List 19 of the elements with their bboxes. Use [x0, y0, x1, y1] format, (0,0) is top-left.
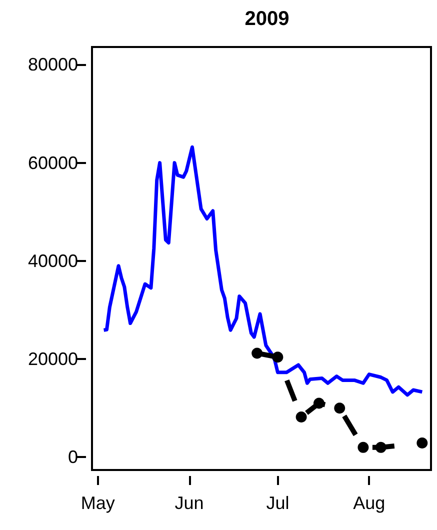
point — [416, 438, 428, 449]
y-tick-label: 0 — [68, 447, 78, 468]
point — [252, 348, 263, 359]
y-tick-label: 80000 — [28, 54, 78, 75]
point — [375, 442, 386, 453]
y-tick-label: 20000 — [28, 349, 78, 370]
x-tick-label: May — [80, 493, 115, 513]
point — [296, 412, 307, 422]
line-series — [102, 145, 424, 397]
point — [313, 398, 324, 409]
x-tick-label: Jun — [174, 493, 204, 513]
y-tick-label: 60000 — [28, 152, 78, 173]
x-tick-label: Aug — [353, 493, 386, 513]
y-tick-label: 40000 — [28, 250, 78, 271]
point — [334, 402, 346, 414]
chart-title: 2009 — [244, 8, 290, 30]
point — [272, 352, 284, 363]
point — [358, 442, 369, 453]
x-tick-label: Jul — [266, 493, 290, 513]
